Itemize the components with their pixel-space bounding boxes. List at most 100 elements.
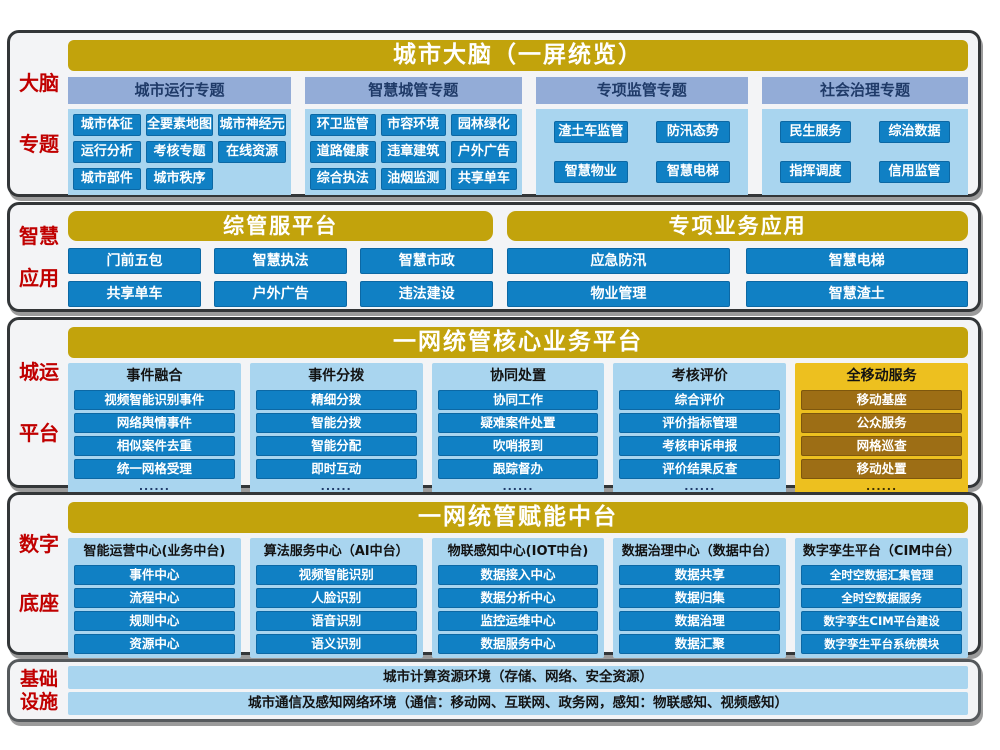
app-button: 违法建设 (360, 281, 494, 307)
module-button: 数据归集 (619, 588, 781, 608)
more-dots: ...... (320, 480, 352, 493)
column-event-dispatch: 事件分拨 精细分拨 智能分拨 智能分配 即时互动 ...... (249, 363, 423, 497)
module-button: 综合评价 (619, 390, 781, 410)
infra-network-environment-bar: 城市通信及感知网络环境（通信：移动网、互联网、政务网，感知：物联感知、视频感知） (68, 692, 968, 716)
column-header: 算法服务中心（AI中台） (263, 544, 409, 559)
group-social-governance: 社会治理专题 民生服务 综治数据 指挥调度 信用监管 (761, 77, 968, 195)
module-button: 全时空数据汇集管理 (801, 565, 962, 585)
core-platform-section: 城运 平台 一网统管核心业务平台 事件融合 视频智能识别事件 网络舆情事件 相似… (7, 317, 981, 497)
module-button: 语音识别 (255, 611, 417, 631)
module-button: 视频智能识别 (255, 565, 417, 585)
module-button: 跟踪督办 (437, 459, 599, 479)
group-header: 智慧城管专题 (304, 77, 522, 104)
column-header: 协同处置 (489, 368, 546, 384)
topic-button: 防汛态势 (655, 121, 730, 143)
side-label-line: 数字 (19, 532, 59, 556)
column-header: 事件分拨 (308, 368, 365, 384)
platform-special-business: 专项业务应用 应急防汛 智慧电梯 物业管理 智慧渣土 (507, 211, 968, 307)
module-button: 公众服务 (801, 413, 962, 433)
module-button: 事件中心 (74, 565, 235, 585)
app-button: 应急防汛 (507, 248, 730, 274)
topic-button: 指挥调度 (779, 161, 851, 183)
side-label-line: 基础 (19, 667, 58, 690)
side-label-line: 大脑 (19, 71, 59, 96)
topic-button: 环卫监管 (309, 114, 376, 136)
topic-button: 综治数据 (878, 121, 950, 143)
column-operation-center: 智能运营中心(业务中台) 事件中心 流程中心 规则中心 资源中心 (68, 538, 241, 658)
module-button: 考核申诉申报 (619, 436, 781, 456)
platform-items: 应急防汛 智慧电梯 物业管理 智慧渣土 (507, 248, 968, 307)
column-iot-center: 物联感知中心(IOT中台) 数据接入中心 数据分析中心 监控运维中心 数据服务中… (431, 538, 605, 658)
module-button: 精细分拨 (255, 390, 417, 410)
app-button: 智慧电梯 (745, 248, 968, 274)
app-button: 门前五包 (68, 248, 202, 274)
topic-button: 渣土车监管 (553, 121, 628, 143)
module-button: 数据接入中心 (437, 565, 599, 585)
module-button: 疑难案件处置 (437, 413, 599, 433)
module-button: 数字孪生CIM平台建设 (801, 611, 962, 631)
topic-button: 考核专题 (145, 141, 214, 163)
group-items: 渣土车监管 防汛态势 智慧物业 智慧电梯 (535, 109, 748, 195)
brain-title-bar: 城市大脑（一屏统览） (68, 40, 968, 71)
topic-button: 信用监管 (878, 161, 950, 183)
group-header: 社会治理专题 (761, 77, 968, 104)
app-button: 共享单车 (68, 281, 202, 307)
group-items: 城市体征 全要素地图 城市神经元 运行分析 考核专题 在线资源 城市部件 城市秩… (68, 109, 291, 195)
module-button: 流程中心 (74, 588, 235, 608)
module-button: 评价结果反查 (619, 459, 781, 479)
column-header: 数字孪生平台（CIM中台） (802, 544, 961, 559)
module-button: 智能分配 (255, 436, 417, 456)
group-smart-city-mgmt: 智慧城管专题 环卫监管 市容环境 园林绿化 道路健康 违章建筑 户外广告 综合执… (304, 77, 522, 195)
group-header: 城市运行专题 (68, 77, 291, 104)
side-label-line: 底座 (19, 591, 59, 615)
topic-button: 违章建筑 (380, 141, 447, 163)
module-button: 数据分析中心 (437, 588, 599, 608)
more-dots: ...... (866, 480, 898, 493)
column-header: 数据治理中心（数据中台） (621, 544, 778, 559)
side-label-line: 智慧 (19, 224, 59, 249)
platform-title-bar: 综管服平台 (68, 211, 494, 241)
infrastructure-section: 基础 设施 城市计算资源环境（存储、网络、安全资源） 城市通信及感知网络环境（通… (7, 659, 981, 722)
topic-button: 市容环境 (380, 114, 447, 136)
topic-button: 全要素地图 (145, 114, 214, 136)
module-button: 监控运维中心 (437, 611, 599, 631)
column-algorithm-center: 算法服务中心（AI中台） 视频智能识别 人脸识别 语音识别 语义识别 (249, 538, 423, 658)
column-data-governance-center: 数据治理中心（数据中台） 数据共享 数据归集 数据治理 数据汇聚 (613, 538, 787, 658)
more-dots: ...... (684, 480, 716, 493)
module-button: 相似案件去重 (74, 436, 235, 456)
topic-button: 城市秩序 (145, 168, 214, 190)
module-button: 视频智能识别事件 (74, 390, 235, 410)
group-special-supervision: 专项监管专题 渣土车监管 防汛态势 智慧物业 智慧电梯 (535, 77, 748, 195)
core-section-label: 城运 平台 (10, 320, 68, 485)
infra-section-label: 基础 设施 (10, 662, 68, 719)
more-dots: ...... (138, 480, 170, 493)
module-button: 移动处置 (801, 459, 962, 479)
group-city-operation: 城市运行专题 城市体征 全要素地图 城市神经元 运行分析 考核专题 在线资源 城… (68, 77, 291, 195)
smart-apps-section: 智慧 应用 综管服平台 门前五包 智慧执法 智慧市政 共享单车 户外广告 违法建… (7, 202, 981, 312)
digital-base-section: 数字 底座 一网统管赋能中台 智能运营中心(业务中台) 事件中心 流程中心 规则… (7, 492, 981, 658)
brain-topic-groups: 城市运行专题 城市体征 全要素地图 城市神经元 运行分析 考核专题 在线资源 城… (68, 77, 968, 195)
module-button: 语义识别 (255, 634, 417, 654)
more-dots: ...... (502, 480, 534, 493)
side-label-line: 城运 (19, 359, 59, 384)
infra-computing-resources-bar: 城市计算资源环境（存储、网络、安全资源） (68, 665, 968, 689)
topic-button: 在线资源 (218, 141, 286, 163)
topic-button: 运行分析 (73, 141, 141, 163)
module-button: 数据汇聚 (619, 634, 781, 654)
app-button: 户外广告 (214, 281, 348, 307)
topic-button: 户外广告 (451, 141, 517, 163)
side-label-line: 设施 (19, 690, 58, 713)
module-button: 全时空数据服务 (801, 588, 962, 608)
side-label-line: 应用 (19, 265, 59, 290)
brain-topics-section: 大脑 专题 城市大脑（一屏统览） 城市运行专题 城市体征 全要素地图 城市神经元… (7, 30, 981, 197)
module-button: 智能分拨 (255, 413, 417, 433)
side-label-line: 平台 (19, 421, 59, 446)
module-button: 网络舆情事件 (74, 413, 235, 433)
module-button: 人脸识别 (255, 588, 417, 608)
module-button: 数据共享 (619, 565, 781, 585)
module-button: 数据服务中心 (437, 634, 599, 654)
column-event-fusion: 事件融合 视频智能识别事件 网络舆情事件 相似案件去重 统一网格受理 .....… (68, 363, 241, 497)
topic-button: 园林绿化 (451, 114, 517, 136)
column-assessment-evaluation: 考核评价 综合评价 评价指标管理 考核申诉申报 评价结果反查 ...... (613, 363, 787, 497)
apps-section-label: 智慧 应用 (10, 205, 68, 309)
